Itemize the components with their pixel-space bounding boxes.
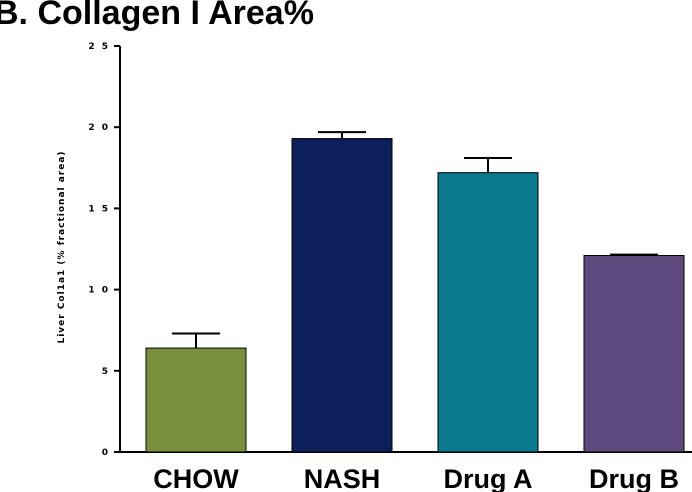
category-label: Drug B	[589, 464, 679, 492]
category-label: CHOW	[153, 464, 239, 492]
y-tick-label: 0	[102, 448, 110, 458]
y-ticks: 0 5 1 0 1 5 2 0 2 5	[88, 42, 120, 458]
error-bars	[172, 131, 658, 349]
bar-chow	[145, 347, 247, 453]
y-tick-label: 2 5	[88, 42, 110, 52]
bars	[145, 138, 685, 453]
category-label: Drug A	[444, 464, 533, 492]
bar-drug-a	[437, 172, 539, 453]
chart-title: B. Collagen I Area%	[0, 0, 314, 32]
y-tick-label: 1 0	[88, 286, 110, 296]
y-tick-label: 2 0	[88, 123, 110, 133]
y-axis-label: Liver Col1a1 (% fractional area)	[57, 150, 67, 343]
y-tick-label: 5	[102, 367, 110, 377]
chart-title-text: B. Collagen I Area%	[0, 0, 314, 32]
bar-drug-b	[583, 254, 685, 453]
y-tick-label: 1 5	[88, 204, 110, 214]
category-label: NASH	[304, 464, 381, 492]
bar-nash	[291, 138, 393, 453]
category-labels: CHOW NASH Drug A Drug B	[153, 464, 679, 492]
